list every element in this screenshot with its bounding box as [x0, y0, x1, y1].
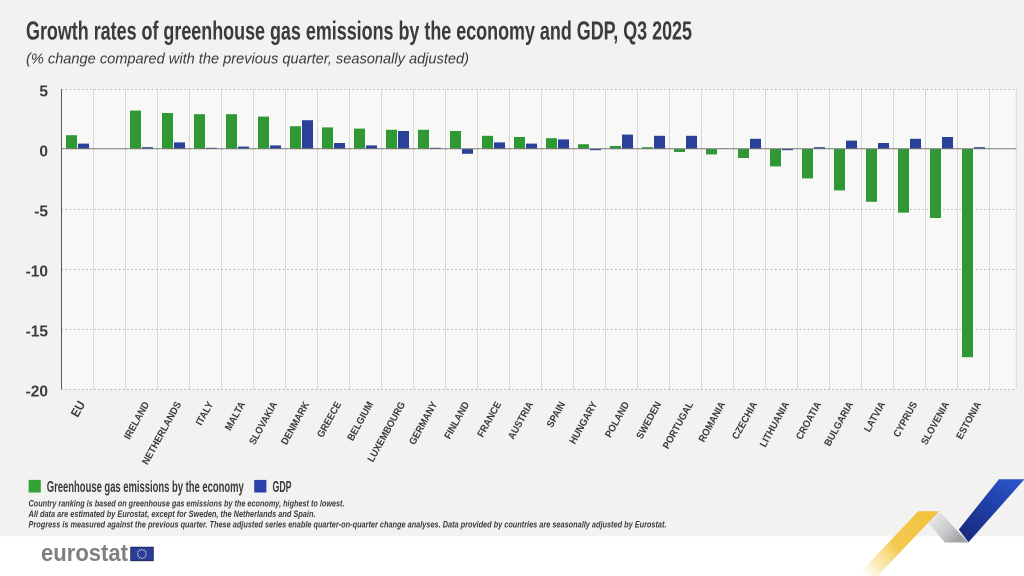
svg-text:Progress is measured against t: Progress is measured against the previou…: [29, 520, 667, 531]
svg-text:Greenhouse gas emissions by th: Greenhouse gas emissions by the economy: [47, 479, 244, 496]
svg-text:-15: -15: [26, 324, 49, 341]
svg-text:0: 0: [39, 144, 48, 161]
svg-text:5: 5: [39, 84, 48, 101]
svg-text:eurostat: eurostat: [41, 540, 128, 567]
svg-text:-10: -10: [26, 264, 48, 281]
svg-text:-20: -20: [26, 384, 48, 401]
svg-text:-5: -5: [34, 204, 48, 221]
svg-text:All data are estimated by Euro: All data are estimated by Eurostat, exce…: [28, 509, 316, 520]
svg-text:(% change compared with the pr: (% change compared with the previous qua…: [26, 50, 469, 67]
svg-text:Country ranking is based on gr: Country ranking is based on greenhouse g…: [29, 499, 345, 510]
svg-text:GDP: GDP: [273, 479, 292, 496]
svg-text:EU: EU: [68, 399, 88, 420]
svg-text:Growth rates of greenhouse gas: Growth rates of greenhouse gas emissions…: [26, 16, 692, 46]
